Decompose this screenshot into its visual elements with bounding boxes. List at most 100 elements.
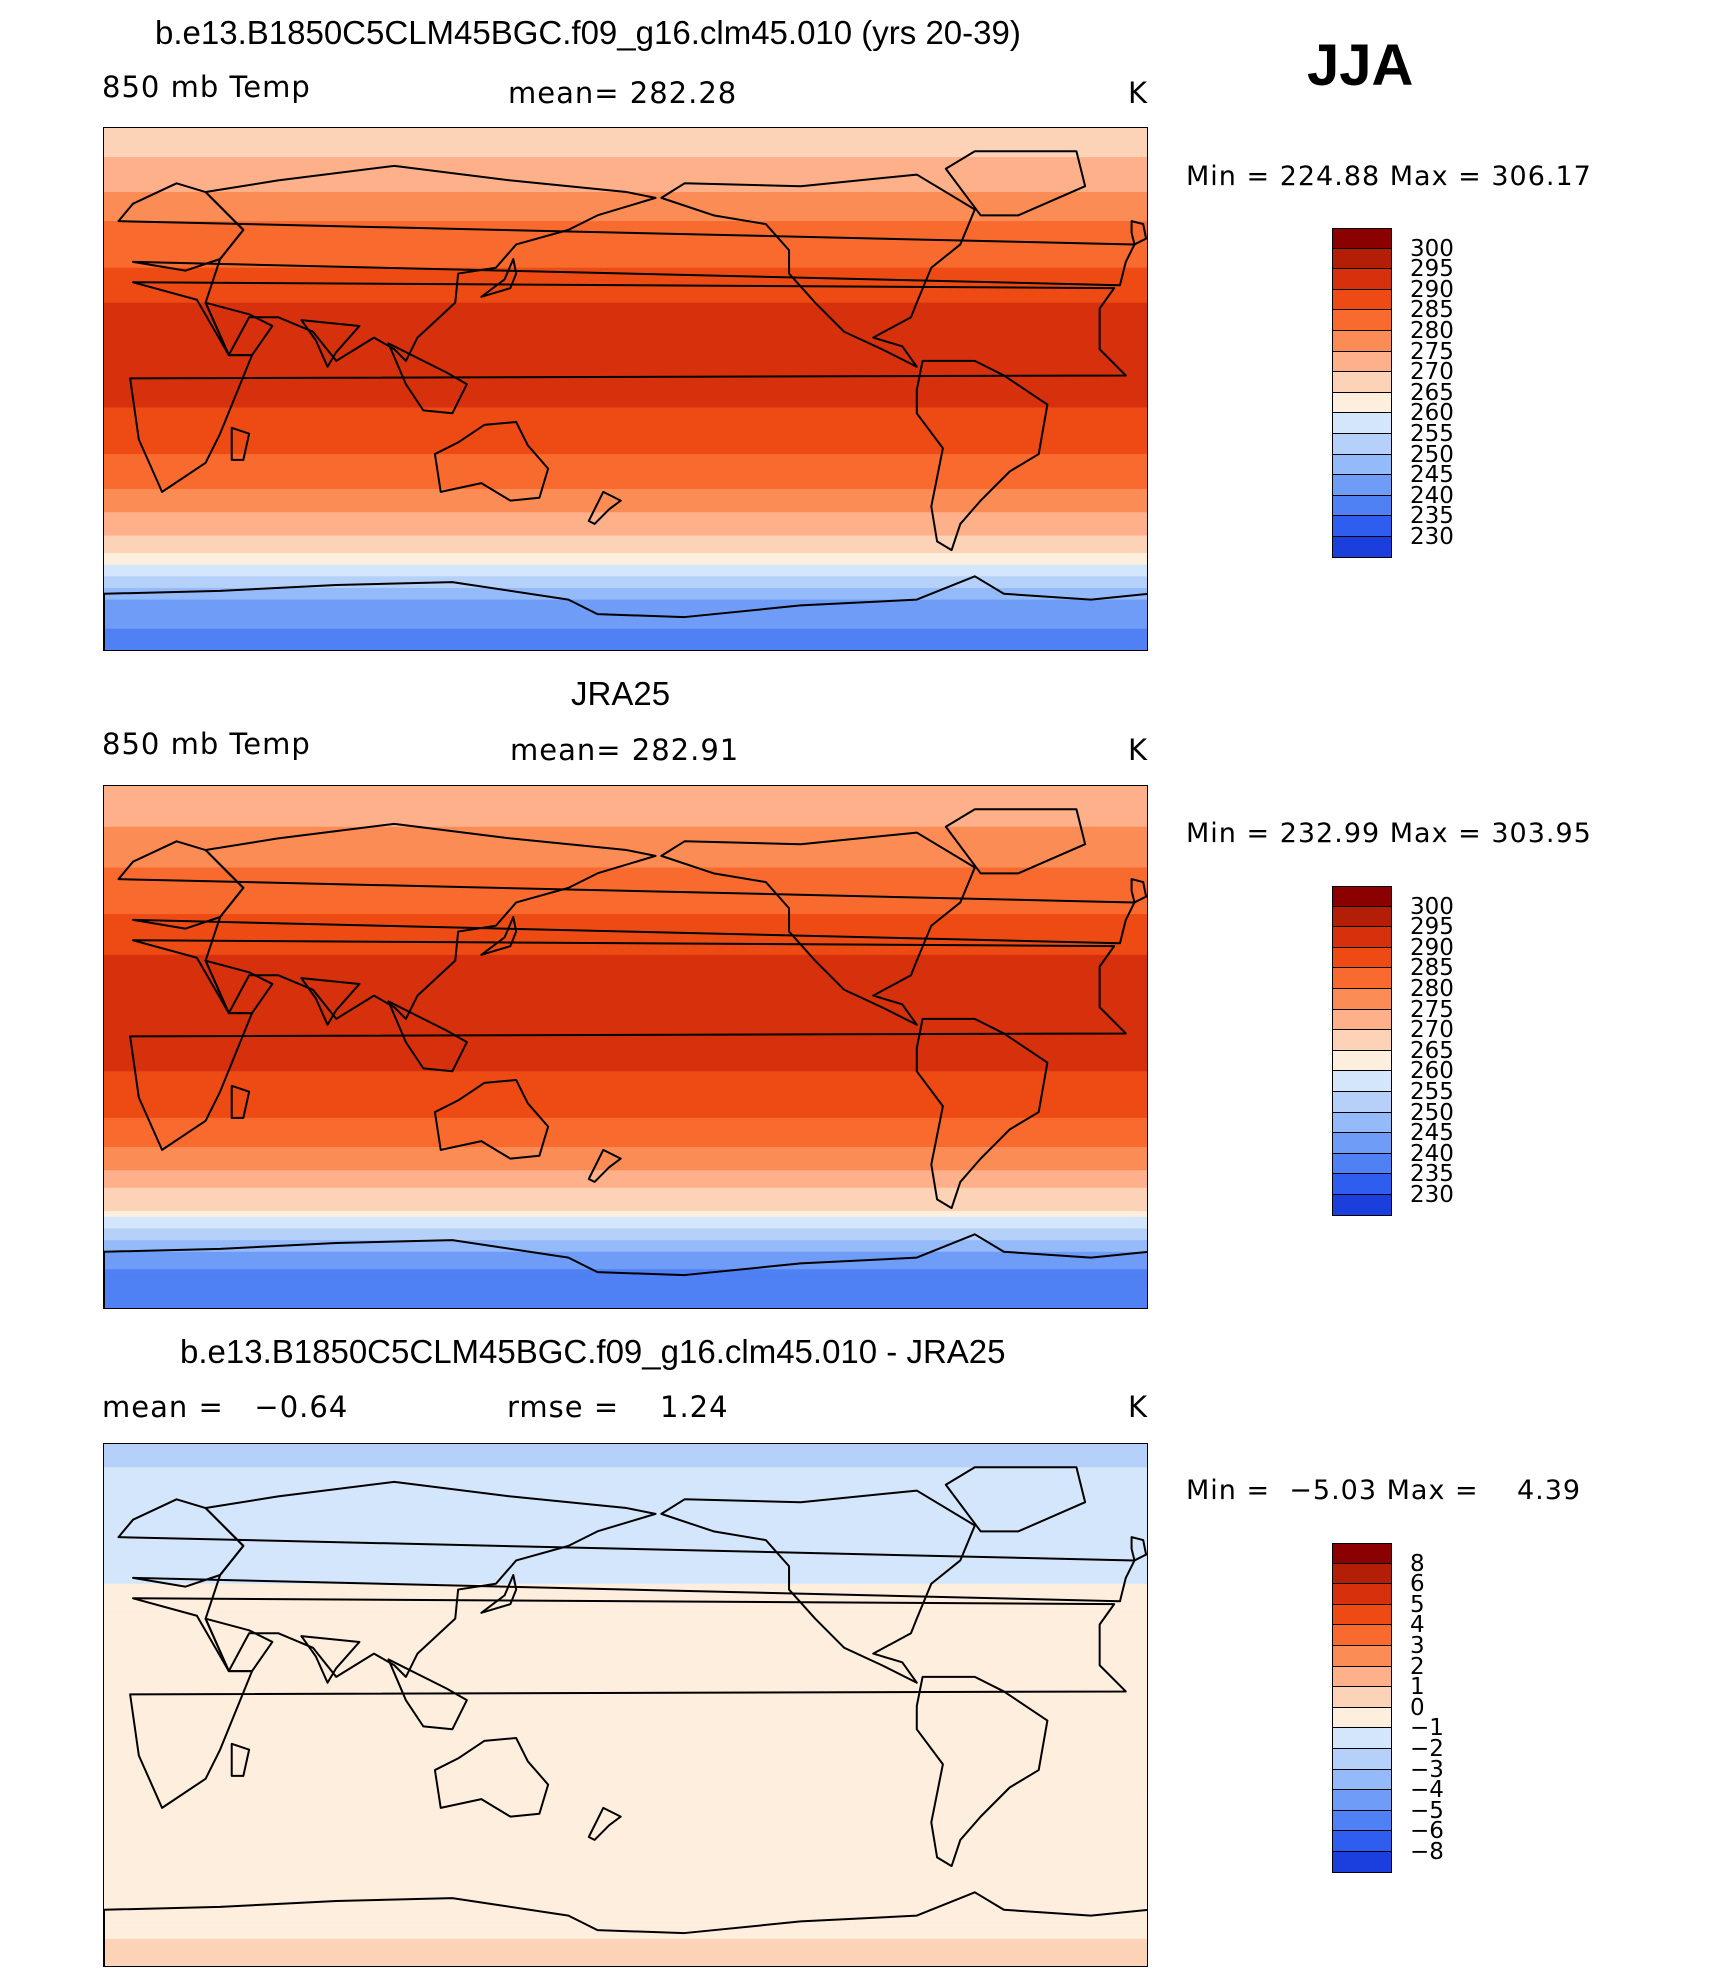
map-band bbox=[104, 174, 1147, 181]
colorbar-frame bbox=[1332, 1543, 1392, 1873]
colorbar-cell bbox=[1332, 351, 1392, 373]
map-band bbox=[104, 1653, 1147, 1661]
map-band bbox=[104, 925, 1147, 933]
map-band bbox=[104, 1618, 1147, 1626]
map-band bbox=[104, 512, 1147, 519]
map-band bbox=[104, 786, 1147, 793]
panel-2-variable-label: 850 mb Temp bbox=[102, 727, 311, 761]
map-band bbox=[104, 628, 1147, 636]
colorbar-tick-label: 280 bbox=[1410, 976, 1454, 1002]
map-band bbox=[104, 954, 1147, 962]
colorbar-tick-label: 230 bbox=[1410, 1182, 1454, 1208]
map-band bbox=[104, 1740, 1147, 1748]
coastline-antarctica bbox=[104, 1233, 1147, 1308]
map-band bbox=[104, 1804, 1147, 1812]
map-band bbox=[104, 1787, 1147, 1794]
colorbar-cell bbox=[1332, 495, 1392, 517]
coastline-europe bbox=[117, 1498, 1136, 1603]
colorbar-tick-label: 2 bbox=[1410, 1653, 1425, 1680]
panel-1-minmax: Min = 224.88 Max = 306.17 bbox=[1186, 161, 1592, 192]
map-band bbox=[104, 454, 1147, 461]
colorbar-tick-label: 3 bbox=[1410, 1633, 1425, 1659]
map-band bbox=[104, 1892, 1147, 1899]
map-band bbox=[104, 1944, 1147, 1952]
map-band bbox=[104, 250, 1147, 257]
colorbar-tick-label: 6 bbox=[1410, 1571, 1425, 1598]
colorbar-tick-label: 1 bbox=[1410, 1674, 1425, 1701]
colorbar-cell bbox=[1332, 968, 1392, 989]
map-band bbox=[104, 197, 1147, 205]
map-band bbox=[104, 419, 1147, 426]
colorbar-tick-label: 235 bbox=[1410, 503, 1454, 530]
map-band bbox=[104, 372, 1147, 379]
map-band bbox=[104, 232, 1147, 240]
map-band bbox=[104, 1665, 1147, 1672]
map-band bbox=[104, 291, 1147, 298]
map-band bbox=[104, 966, 1147, 973]
map-band bbox=[104, 221, 1147, 228]
colorbar-cell bbox=[1332, 248, 1392, 270]
colorbar-cell bbox=[1332, 906, 1392, 928]
map-band bbox=[104, 331, 1147, 339]
map-band bbox=[104, 1077, 1147, 1084]
map-band bbox=[104, 1799, 1147, 1806]
map-band bbox=[104, 931, 1147, 938]
map-band bbox=[104, 1909, 1147, 1917]
map-band bbox=[104, 337, 1147, 345]
map-band bbox=[104, 1455, 1147, 1463]
map-band bbox=[104, 1711, 1147, 1719]
map-band bbox=[104, 1735, 1147, 1742]
colorbar-cell bbox=[1332, 372, 1392, 393]
colorbar-tick-label: 295 bbox=[1410, 914, 1454, 941]
map-band bbox=[104, 576, 1147, 583]
map-band bbox=[104, 1880, 1147, 1888]
map-band bbox=[104, 215, 1147, 222]
map-band bbox=[104, 1490, 1147, 1497]
map-band bbox=[104, 1816, 1147, 1824]
colorbar-tick-label: −2 bbox=[1410, 1736, 1444, 1762]
map-band bbox=[104, 634, 1147, 641]
map-band bbox=[104, 1059, 1147, 1067]
map-band bbox=[104, 605, 1147, 612]
colorbar-cell bbox=[1332, 927, 1392, 948]
map-band bbox=[104, 465, 1147, 473]
map-band bbox=[104, 1234, 1147, 1241]
map-band bbox=[104, 1048, 1147, 1055]
coastline-africa bbox=[129, 939, 1127, 1151]
coastline-samerica bbox=[915, 1017, 1049, 1210]
map-band bbox=[104, 1444, 1147, 1451]
map-band bbox=[104, 133, 1147, 141]
colorbar-cell bbox=[1332, 516, 1392, 537]
map-band bbox=[104, 791, 1147, 799]
coastline-india bbox=[300, 977, 361, 1026]
map-band bbox=[104, 1205, 1147, 1212]
map-band bbox=[104, 1915, 1147, 1923]
map-band bbox=[104, 1688, 1147, 1695]
map-band bbox=[104, 1146, 1147, 1154]
map-band bbox=[104, 832, 1147, 839]
panel-1-title: b.e13.B1850C5CLM45BGC.f09_g16.clm45.010 … bbox=[155, 14, 1021, 51]
panel-1-mean-label: mean= 282.28 bbox=[508, 76, 738, 110]
map-band bbox=[104, 1886, 1147, 1893]
coastline-namerica bbox=[660, 831, 976, 1026]
map-band bbox=[104, 1834, 1147, 1841]
map-band bbox=[104, 867, 1147, 874]
map-band bbox=[104, 1228, 1147, 1235]
map-band bbox=[104, 1042, 1147, 1049]
map-band bbox=[104, 1164, 1147, 1171]
colorbar-tick-label: 255 bbox=[1410, 421, 1454, 447]
map-band bbox=[104, 151, 1147, 158]
map-band bbox=[104, 1962, 1147, 1966]
coastline-japan bbox=[480, 916, 518, 956]
panel-3-colorbar: 8 6 5 4 3 2 1 0 −1 −2 −3 −4 −5 −6 −8 bbox=[1332, 1543, 1492, 1955]
colorbar-tick-label: 4 bbox=[1410, 1612, 1425, 1639]
colorbar-cell bbox=[1332, 1543, 1392, 1564]
colorbar-cell bbox=[1332, 1790, 1392, 1811]
map-band bbox=[104, 978, 1147, 985]
colorbar-frame bbox=[1332, 228, 1392, 558]
colorbar-cell bbox=[1332, 1071, 1392, 1092]
map-band bbox=[104, 209, 1147, 216]
colorbar-cell bbox=[1332, 392, 1392, 414]
map-band bbox=[104, 1245, 1147, 1253]
coastline-nz bbox=[587, 1148, 622, 1183]
